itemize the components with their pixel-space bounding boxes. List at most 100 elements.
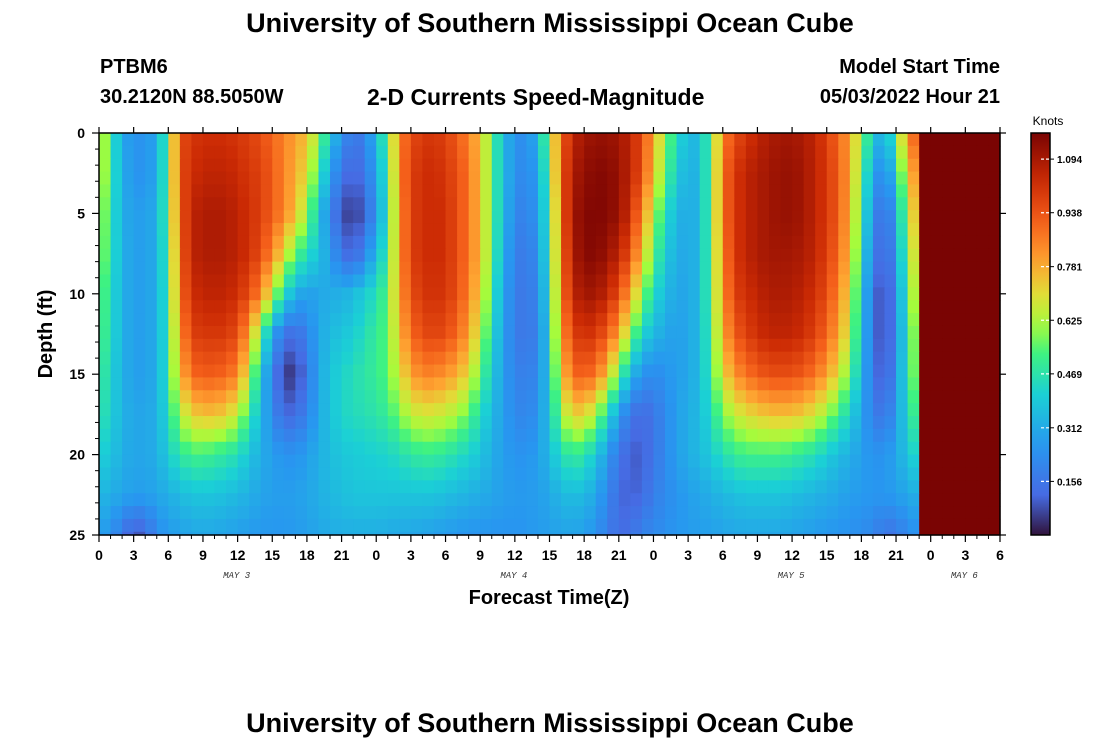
heatmap-cell [191, 428, 204, 443]
heatmap-cell [792, 223, 805, 237]
heatmap-cell [110, 300, 123, 314]
heatmap-cell [572, 441, 585, 456]
heatmap-cell [988, 518, 1001, 533]
heatmap-cell [930, 480, 943, 494]
heatmap-cell [618, 518, 631, 533]
heatmap-cell [826, 377, 839, 391]
heatmap-cell [930, 197, 943, 211]
heatmap-cell [907, 158, 920, 173]
heatmap-cell [537, 223, 551, 237]
heatmap-cell [341, 325, 354, 340]
heatmap-cell [815, 480, 828, 494]
heatmap-cell [965, 416, 978, 430]
heatmap-cell [942, 416, 955, 430]
heatmap-cell [896, 235, 909, 250]
heatmap-cell [376, 287, 389, 301]
heatmap-cell [295, 235, 308, 250]
x-tick-label: 3 [684, 547, 692, 563]
heatmap-cell [249, 506, 262, 520]
heatmap-cell [168, 133, 181, 147]
heatmap-cell [237, 223, 250, 237]
heatmap-cell [330, 506, 343, 520]
heatmap-cell [468, 377, 481, 391]
heatmap-cell [988, 377, 1001, 391]
heatmap-cell [792, 364, 805, 379]
heatmap-cell [757, 313, 770, 327]
heatmap-cell [572, 274, 585, 288]
heatmap-cell [907, 184, 920, 198]
heatmap-cell [202, 171, 216, 186]
heatmap-cell [792, 493, 805, 507]
heatmap-cell [353, 416, 366, 430]
heatmap-cell [191, 531, 204, 536]
heatmap-cell [110, 506, 123, 520]
x-axis-label: Forecast Time(Z) [469, 587, 630, 609]
heatmap-cell [953, 493, 966, 507]
heatmap-cell [480, 300, 493, 314]
heatmap-cell [665, 287, 678, 301]
heatmap-cell [272, 506, 285, 520]
heatmap-cell [364, 377, 377, 391]
heatmap-cell [156, 377, 169, 391]
heatmap-cell [768, 274, 782, 288]
heatmap-cell [722, 313, 735, 327]
heatmap-cell [526, 145, 539, 160]
heatmap-cell [572, 325, 585, 340]
heatmap-cell [283, 428, 296, 443]
heatmap-cell [665, 428, 678, 443]
heatmap-cell [306, 493, 320, 507]
heatmap-cell [503, 480, 516, 494]
heatmap-cell [399, 467, 412, 481]
heatmap-cell [711, 416, 724, 430]
heatmap-cell [514, 235, 527, 250]
heatmap-cell [872, 274, 886, 288]
heatmap-cell [595, 248, 608, 263]
heatmap-cell [399, 364, 412, 379]
heatmap-cell [688, 261, 701, 276]
heatmap-cell [110, 493, 123, 507]
heatmap-cell [306, 467, 320, 481]
heatmap-cell [503, 351, 516, 366]
heatmap-cell [745, 261, 759, 276]
heatmap-cell [757, 338, 770, 353]
heatmap-cell [526, 313, 539, 327]
heatmap-cell [688, 351, 701, 366]
heatmap-cell [514, 274, 527, 288]
heatmap-cell [896, 467, 909, 481]
heatmap-cell [433, 506, 447, 520]
heatmap-cell [353, 493, 366, 507]
heatmap-cell [953, 300, 966, 314]
heatmap-cell [907, 261, 920, 276]
heatmap-cell [896, 274, 909, 288]
heatmap-cell [907, 480, 920, 494]
heatmap-cell [572, 531, 585, 536]
heatmap-cell [491, 133, 504, 147]
heatmap-cell [260, 441, 273, 456]
heatmap-cell [526, 300, 539, 314]
heatmap-cell [965, 325, 978, 340]
heatmap-cell [179, 274, 193, 288]
heatmap-cell [514, 518, 527, 533]
heatmap-cell [526, 467, 539, 481]
heatmap-cell [191, 235, 204, 250]
heatmap-cell [722, 390, 735, 404]
heatmap-cell [214, 197, 227, 211]
heatmap-cell [110, 403, 123, 417]
heatmap-cell [745, 403, 759, 417]
heatmap-cell [249, 493, 262, 507]
heatmap-cell [896, 248, 909, 263]
heatmap-cell [618, 145, 631, 160]
heatmap-cell [168, 454, 181, 469]
heatmap-cell [561, 531, 574, 536]
heatmap-cell [976, 171, 990, 186]
heatmap-cell [665, 184, 678, 198]
heatmap-cell [618, 416, 631, 430]
heatmap-cell [353, 480, 366, 494]
heatmap-cell [330, 197, 343, 211]
heatmap-cell [572, 300, 585, 314]
heatmap-cell [99, 351, 112, 366]
heatmap-cell [272, 248, 285, 263]
heatmap-cell [480, 403, 493, 417]
heatmap-cell [919, 390, 932, 404]
heatmap-cell [665, 493, 678, 507]
